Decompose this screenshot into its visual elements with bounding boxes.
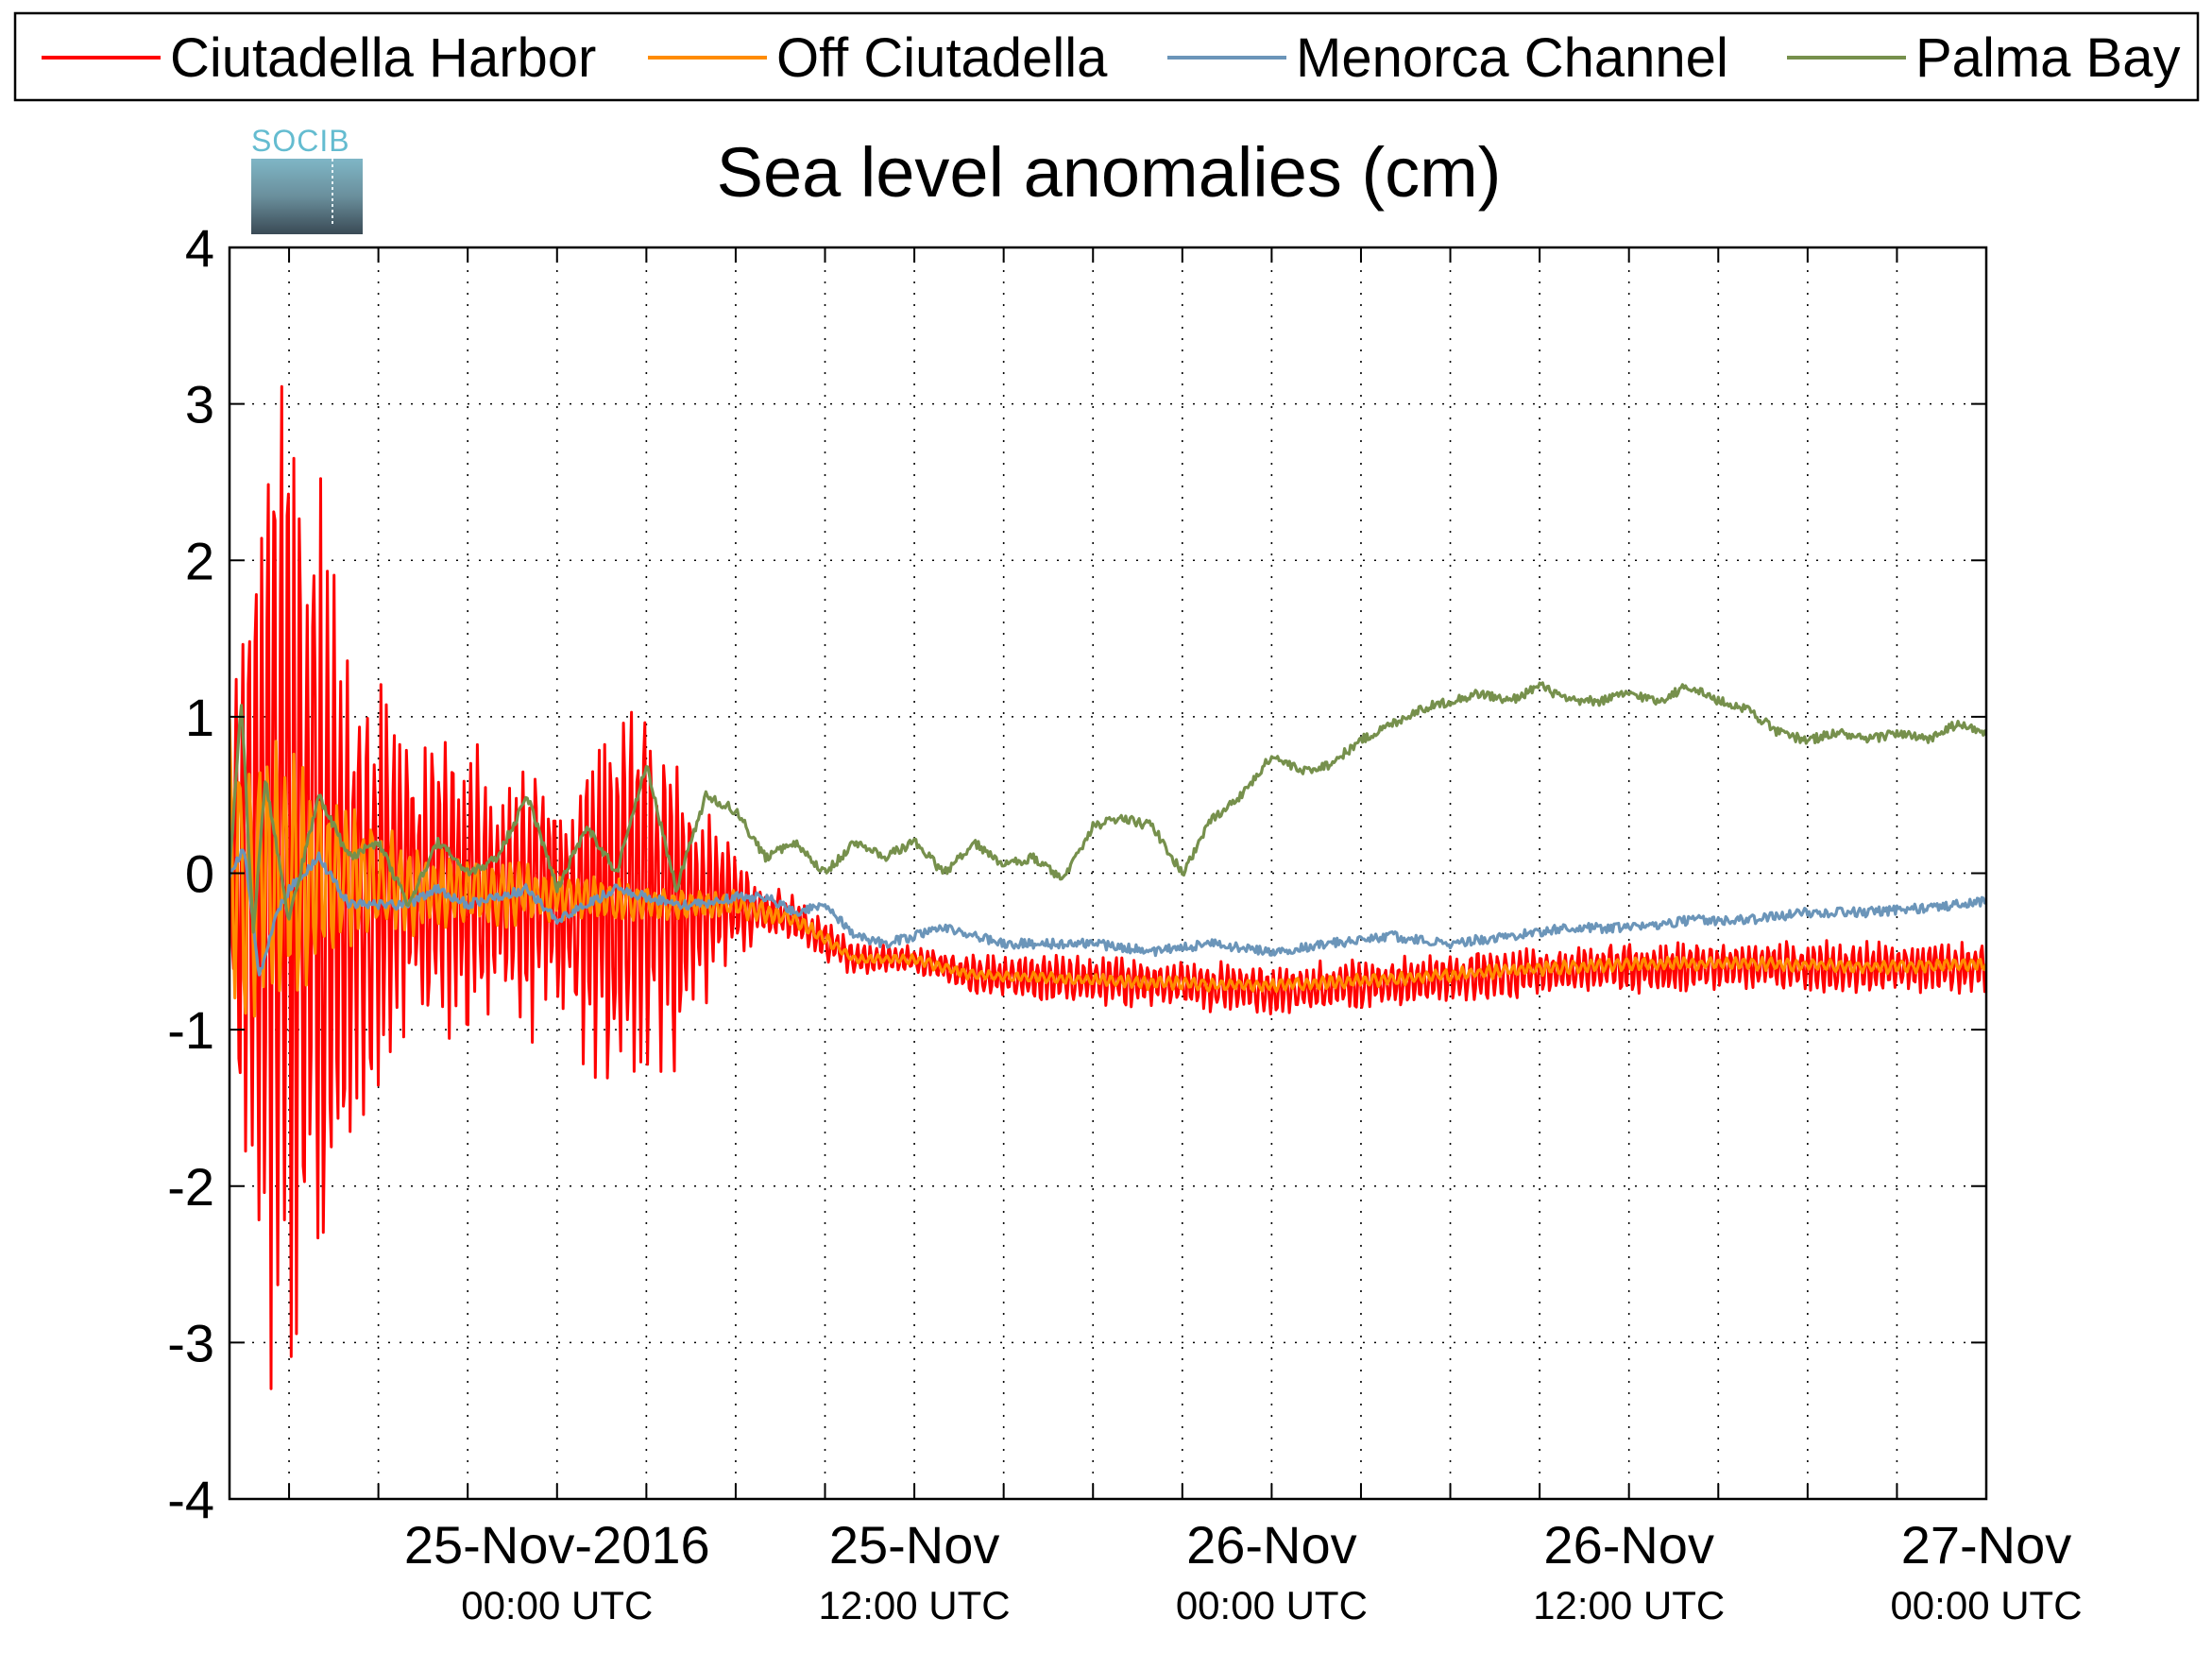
- y-tick-label: 0: [185, 844, 214, 904]
- legend: Ciutadella Harbor Off Ciutadella Menorca…: [13, 11, 2200, 102]
- y-tick-label: 3: [185, 375, 214, 434]
- chart-title: Sea level anomalies (cm): [717, 133, 1502, 212]
- legend-label-off-ciutadella: Off Ciutadella: [776, 27, 1108, 89]
- series-line-off-ciutadella: [230, 719, 1986, 1018]
- series-line-menorca-channel: [230, 848, 1986, 977]
- y-tick-label: 4: [185, 218, 214, 278]
- y-tick-label: 1: [185, 688, 214, 747]
- socib-logo: SOCIB: [251, 124, 363, 234]
- x-tick-sublabel: 00:00 UTC: [1890, 1583, 2082, 1627]
- legend-label-palma-bay: Palma Bay: [1915, 27, 2180, 89]
- x-tick-sublabel: 00:00 UTC: [1176, 1583, 1368, 1627]
- x-tick-label: 25-Nov: [829, 1515, 1000, 1575]
- legend-label-menorca-channel: Menorca Channel: [1296, 27, 1728, 89]
- logo-text: SOCIB: [251, 124, 350, 158]
- y-tick-label: -4: [167, 1470, 214, 1529]
- x-tick-sublabel: 00:00 UTC: [461, 1583, 653, 1627]
- x-tick-label: 26-Nov: [1186, 1515, 1357, 1575]
- y-tick-label: -2: [167, 1157, 214, 1217]
- grid: [230, 247, 1986, 1499]
- series-layer: [230, 384, 1986, 1390]
- x-tick-label: 25-Nov-2016: [404, 1515, 710, 1575]
- axis-ticks: 4 3 2 1 0 -1 -2 -3 -4 25-Nov-2016 00:00 UTC 25-Nov 1…: [167, 218, 2082, 1627]
- legend-label-ciutadella-harbor: Ciutadella Harbor: [170, 27, 596, 89]
- y-tick-label: 2: [185, 531, 214, 590]
- x-tick-sublabel: 12:00 UTC: [819, 1583, 1011, 1627]
- x-tick-label: 27-Nov: [1901, 1515, 2072, 1575]
- series-line-palma-bay: [230, 681, 1986, 934]
- x-tick-sublabel: 12:00 UTC: [1533, 1583, 1725, 1627]
- x-tick-label: 26-Nov: [1543, 1515, 1714, 1575]
- y-tick-label: -1: [167, 1000, 214, 1060]
- y-tick-label: -3: [167, 1313, 214, 1372]
- logo-block: [251, 159, 363, 234]
